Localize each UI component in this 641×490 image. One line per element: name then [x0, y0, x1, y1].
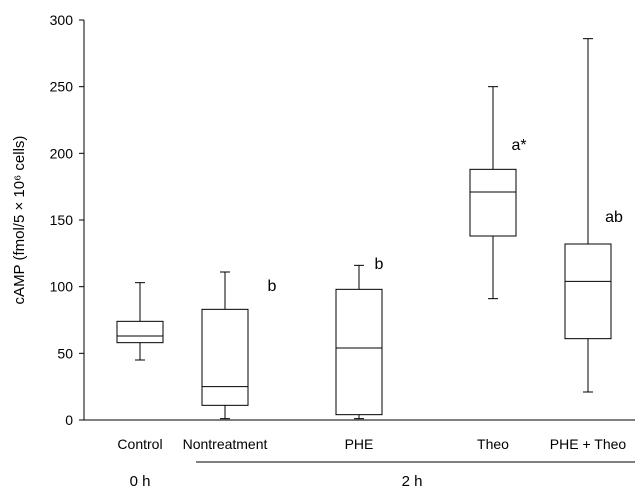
x-tick-label: Theo [477, 436, 509, 452]
significance-label: ab [605, 209, 623, 226]
iqr-box [469, 168, 517, 237]
y-tick-label: 0 [65, 412, 73, 428]
y-axis: 0 50 100 150 200 250 300 [50, 12, 85, 428]
x-tick-label: PHE [345, 436, 374, 452]
box-phe: b [335, 256, 384, 420]
box-nontreatment: b [201, 271, 277, 420]
time-groups: 0 h 2 h [130, 461, 635, 490]
y-axis-label: cAMP (fmol/5 × 10⁶ cells) [11, 136, 28, 305]
y-tick-label: 250 [50, 79, 74, 95]
significance-label: b [268, 278, 277, 295]
group-label: 0 h [130, 473, 151, 490]
iqr-box [335, 288, 383, 416]
box-series: b b a* ab [116, 38, 623, 420]
y-tick-label: 300 [50, 12, 74, 28]
box-theo: a* [469, 86, 527, 300]
iqr-box [201, 308, 249, 406]
iqr-box [116, 320, 164, 344]
y-tick-label: 150 [50, 212, 74, 228]
y-tick-label: 50 [57, 345, 73, 361]
y-tick-label: 100 [50, 279, 74, 295]
x-axis: Control Nontreatment PHE Theo PHE + Theo [84, 419, 635, 452]
box-control [116, 282, 164, 361]
x-tick-label: Control [117, 436, 162, 452]
iqr-box [564, 243, 612, 340]
box-phe-theo: ab [564, 38, 623, 393]
group-label: 2 h [402, 473, 423, 490]
x-tick-label: PHE + Theo [550, 436, 627, 452]
x-tick-label: Nontreatment [183, 436, 268, 452]
y-tick-label: 200 [50, 145, 74, 161]
significance-label: b [375, 256, 384, 273]
significance-label: a* [511, 137, 526, 154]
